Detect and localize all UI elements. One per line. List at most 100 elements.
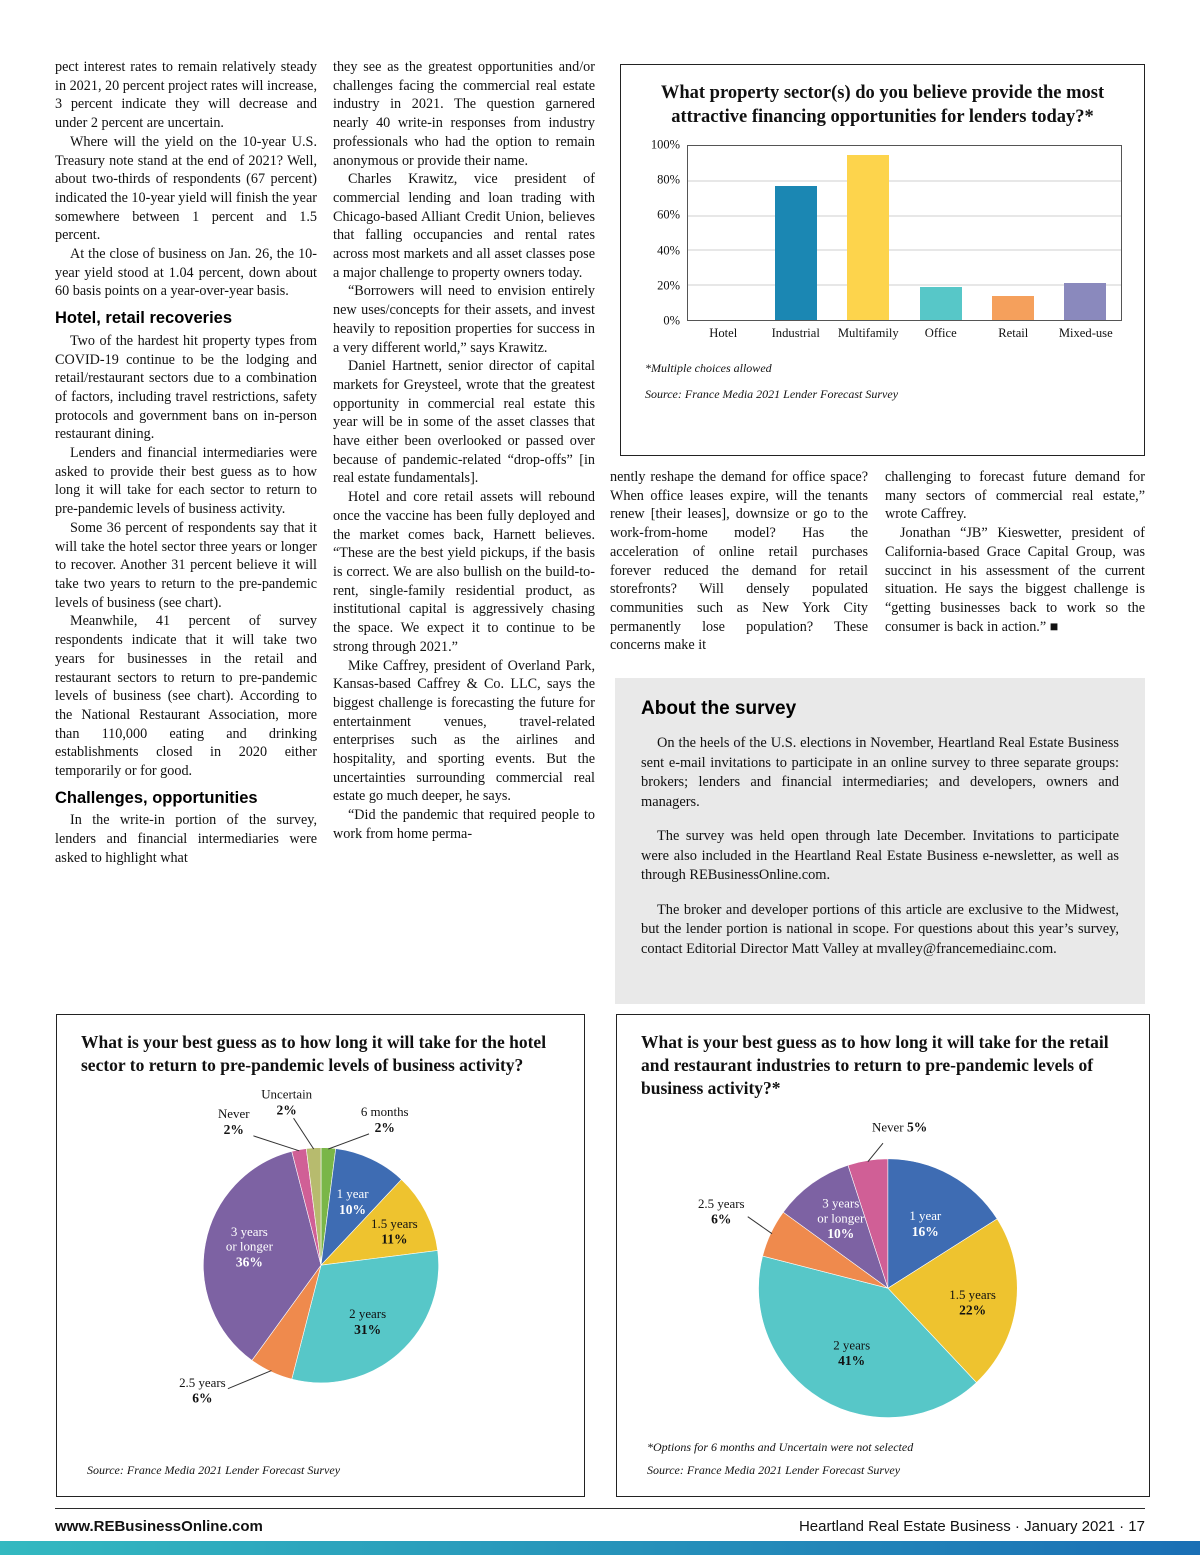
about-survey-box: About the survey On the heels of the U.S… — [615, 678, 1145, 1004]
bar-slot — [832, 146, 904, 320]
bar-office — [919, 286, 962, 320]
article-paragraph: Where will the yield on the 10-year U.S.… — [55, 133, 317, 244]
article-paragraph: Jonathan “JB” Kieswetter, president of C… — [885, 525, 1145, 635]
pie-leader-line — [292, 1117, 314, 1150]
pie-leader-line — [227, 1370, 272, 1390]
gridline — [688, 284, 1121, 286]
hotel-pie-title: What is your best guess as to how long i… — [81, 1032, 547, 1075]
bar-multifamily — [847, 154, 890, 320]
x-axis-label: Multifamily — [837, 326, 899, 340]
bar-chart-x-labels: Hotel Industrial Multifamily Office Retail Mi… — [687, 326, 1122, 341]
about-paragraph: The broker and developer portions of thi… — [641, 901, 1119, 957]
pie-leader-line — [327, 1133, 369, 1150]
article-column-2: they see as the greatest opportunities a… — [333, 58, 595, 844]
hotel-pie-panel: What is your best guess as to how long i… — [56, 1014, 585, 1497]
article-paragraph: Charles Krawitz, vice president of comme… — [333, 171, 595, 281]
article-paragraph: Two of the hardest hit property types fr… — [55, 332, 317, 443]
x-axis-label: Mixed-use — [1058, 326, 1113, 340]
pie-label: 1 year 10% — [336, 1186, 369, 1217]
pie-label: 2.5 years 6% — [698, 1196, 745, 1227]
pie-label: 2.5 years 6% — [179, 1375, 226, 1406]
bar-slot — [688, 146, 760, 320]
pie-label: 3 years or longer 36% — [225, 1224, 273, 1269]
footer-accent-bar — [0, 1541, 1200, 1555]
pie-slice-2-years — [290, 1250, 439, 1384]
pie-leader-line — [252, 1135, 299, 1152]
article-paragraph: Some 36 percent of respondents say that … — [55, 519, 317, 611]
pie-slice-1-year — [320, 1148, 402, 1267]
about-survey-title: About the survey — [641, 698, 797, 719]
article-paragraph: “Did the pandemic that required people t… — [333, 807, 595, 842]
about-paragraph: On the heels of the U.S. elections in No… — [641, 735, 1119, 810]
pie-slice-3-years-or-longer — [782, 1164, 889, 1289]
bar-slot — [760, 146, 832, 320]
gridline — [688, 249, 1121, 251]
pie-slice-1-year — [887, 1158, 998, 1289]
retail-pie-panel: What is your best guess as to how long i… — [616, 1014, 1150, 1497]
bar-industrial — [775, 186, 818, 320]
section-heading: Challenges, opportunities — [55, 788, 258, 807]
section-heading: Hotel, retail recoveries — [55, 309, 233, 328]
gridline — [688, 215, 1121, 217]
article-paragraph: nently reshape the demand for office spa… — [610, 469, 868, 654]
bar-chart-panel: What property sector(s) do you believe p… — [620, 64, 1145, 456]
about-paragraphs: On the heels of the U.S. elections in No… — [641, 734, 1119, 959]
pie-slice-uncertain — [305, 1147, 321, 1266]
article-paragraph: challenging to forecast future demand fo… — [885, 469, 1145, 523]
pie-leader-line — [747, 1216, 773, 1235]
pie-label: 1 year 16% — [909, 1208, 942, 1239]
retail-pie-source: Source: France Media 2021 Lender Forecas… — [647, 1463, 901, 1477]
retail-pie-chart: Never 5% 1 year 16% 1.5 years 22% 2 years 41% 2… — [698, 1119, 1018, 1418]
bar-row — [688, 146, 1121, 320]
bar-retail — [991, 295, 1034, 320]
article-paragraph: Mike Caffrey, president of Overland Park… — [333, 657, 595, 805]
y-axis-label: 0% — [663, 313, 680, 328]
article-paragraph: Daniel Hartnett, senior director of capi… — [333, 358, 595, 487]
pie-label: Never 5% — [872, 1119, 927, 1134]
article-paragraph: Meanwhile, 41 percent of survey responde… — [55, 613, 317, 780]
x-axis-label: Office — [924, 326, 957, 340]
article-paragraph: Lenders and financial intermediaries wer… — [55, 445, 317, 518]
pie-label: Uncertain 2% — [261, 1087, 312, 1118]
article-paragraph: In the write-in portion of the survey, l… — [55, 812, 317, 866]
article-column-1: pect interest rates to remain relatively… — [55, 58, 317, 868]
article-paragraph: they see as the greatest opportunities a… — [333, 59, 595, 169]
footer-url[interactable]: www.REBusinessOnline.com — [55, 1518, 263, 1535]
hotel-pie-footnotes: Source: France Media 2021 Lender Forecas… — [87, 1455, 340, 1478]
article-paragraph: At the close of business on Jan. 26, the… — [55, 246, 317, 300]
retail-pie-footnotes: *Options for 6 months and Uncertain were… — [647, 1432, 913, 1478]
pie-label: 1.5 years 22% — [949, 1287, 996, 1318]
pie-slice-1-5-years — [319, 1179, 438, 1266]
y-axis-label: 100% — [650, 137, 680, 152]
bar-chart-plot-area: 0% 20% 40% 60% 80% 100% — [643, 138, 1122, 328]
hotel-pie-source: Source: France Media 2021 Lender Forecas… — [87, 1463, 341, 1477]
pie-label: 3 years or longer 10% — [817, 1196, 865, 1241]
bar-slot — [977, 146, 1049, 320]
bar-slot — [1049, 146, 1121, 320]
pie-label: 1.5 years 11% — [371, 1216, 418, 1247]
pie-label: 6 months 2% — [360, 1104, 408, 1135]
y-axis-label: 40% — [657, 243, 680, 258]
x-axis-label: Industrial — [771, 326, 820, 340]
bar-mixed-use — [1063, 283, 1106, 320]
article-column-4: challenging to forecast future demand fo… — [885, 468, 1145, 636]
y-axis-label: 20% — [657, 278, 680, 293]
article-paragraph: “Borrowers will need to envision entirel… — [333, 283, 595, 356]
pie-slice-2-years — [758, 1255, 977, 1418]
article-paragraph: Hotel and core retail assets will reboun… — [333, 489, 595, 655]
bar-slot — [905, 146, 977, 320]
pie-label: Never 2% — [217, 1106, 249, 1137]
bar-chart-y-axis: 0% 20% 40% 60% 80% 100% — [643, 138, 687, 328]
pie-label: 2 years 31% — [349, 1306, 386, 1337]
page-footer: www.REBusinessOnline.com Heartland Real … — [55, 1508, 1145, 1535]
pie-slice-3-years-or-longer — [202, 1150, 321, 1361]
pie-slice-1-5-years — [887, 1218, 1018, 1383]
about-paragraph: The survey was held open through late De… — [641, 828, 1119, 883]
hotel-pie-chart: 6 months 2% 1 year 10%1.5 years 11% 2 years 31… — [179, 1087, 439, 1406]
bar-chart-notes: *Multiple choices allowed Source: France… — [645, 361, 1122, 402]
footer-publication: Heartland Real Estate Business · January… — [798, 1518, 1145, 1535]
y-axis-label: 80% — [657, 172, 680, 187]
pie-leader-line — [867, 1142, 884, 1163]
retail-pie-note: *Options for 6 months and Uncertain were… — [647, 1440, 914, 1454]
